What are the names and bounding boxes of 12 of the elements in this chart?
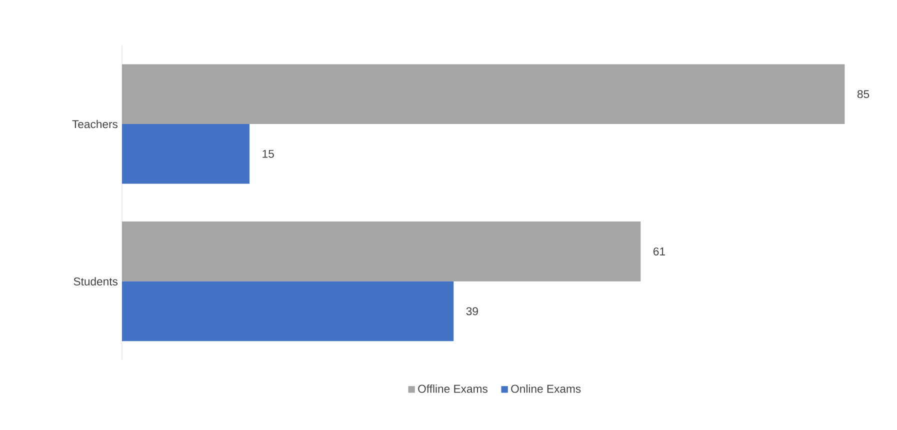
data-label: 15 bbox=[262, 150, 274, 158]
bar bbox=[122, 222, 641, 282]
y-tick-label: Students bbox=[74, 277, 118, 286]
y-tick-label: Teachers bbox=[72, 120, 118, 128]
data-label: 39 bbox=[466, 307, 478, 316]
data-label: 61 bbox=[654, 247, 665, 256]
bar bbox=[122, 281, 454, 342]
bar bbox=[122, 124, 250, 184]
data-label: 85 bbox=[857, 90, 870, 98]
legend-label: Online Exams bbox=[511, 384, 581, 393]
legend-label: Offline Exams bbox=[418, 384, 488, 393]
bar bbox=[122, 64, 845, 124]
